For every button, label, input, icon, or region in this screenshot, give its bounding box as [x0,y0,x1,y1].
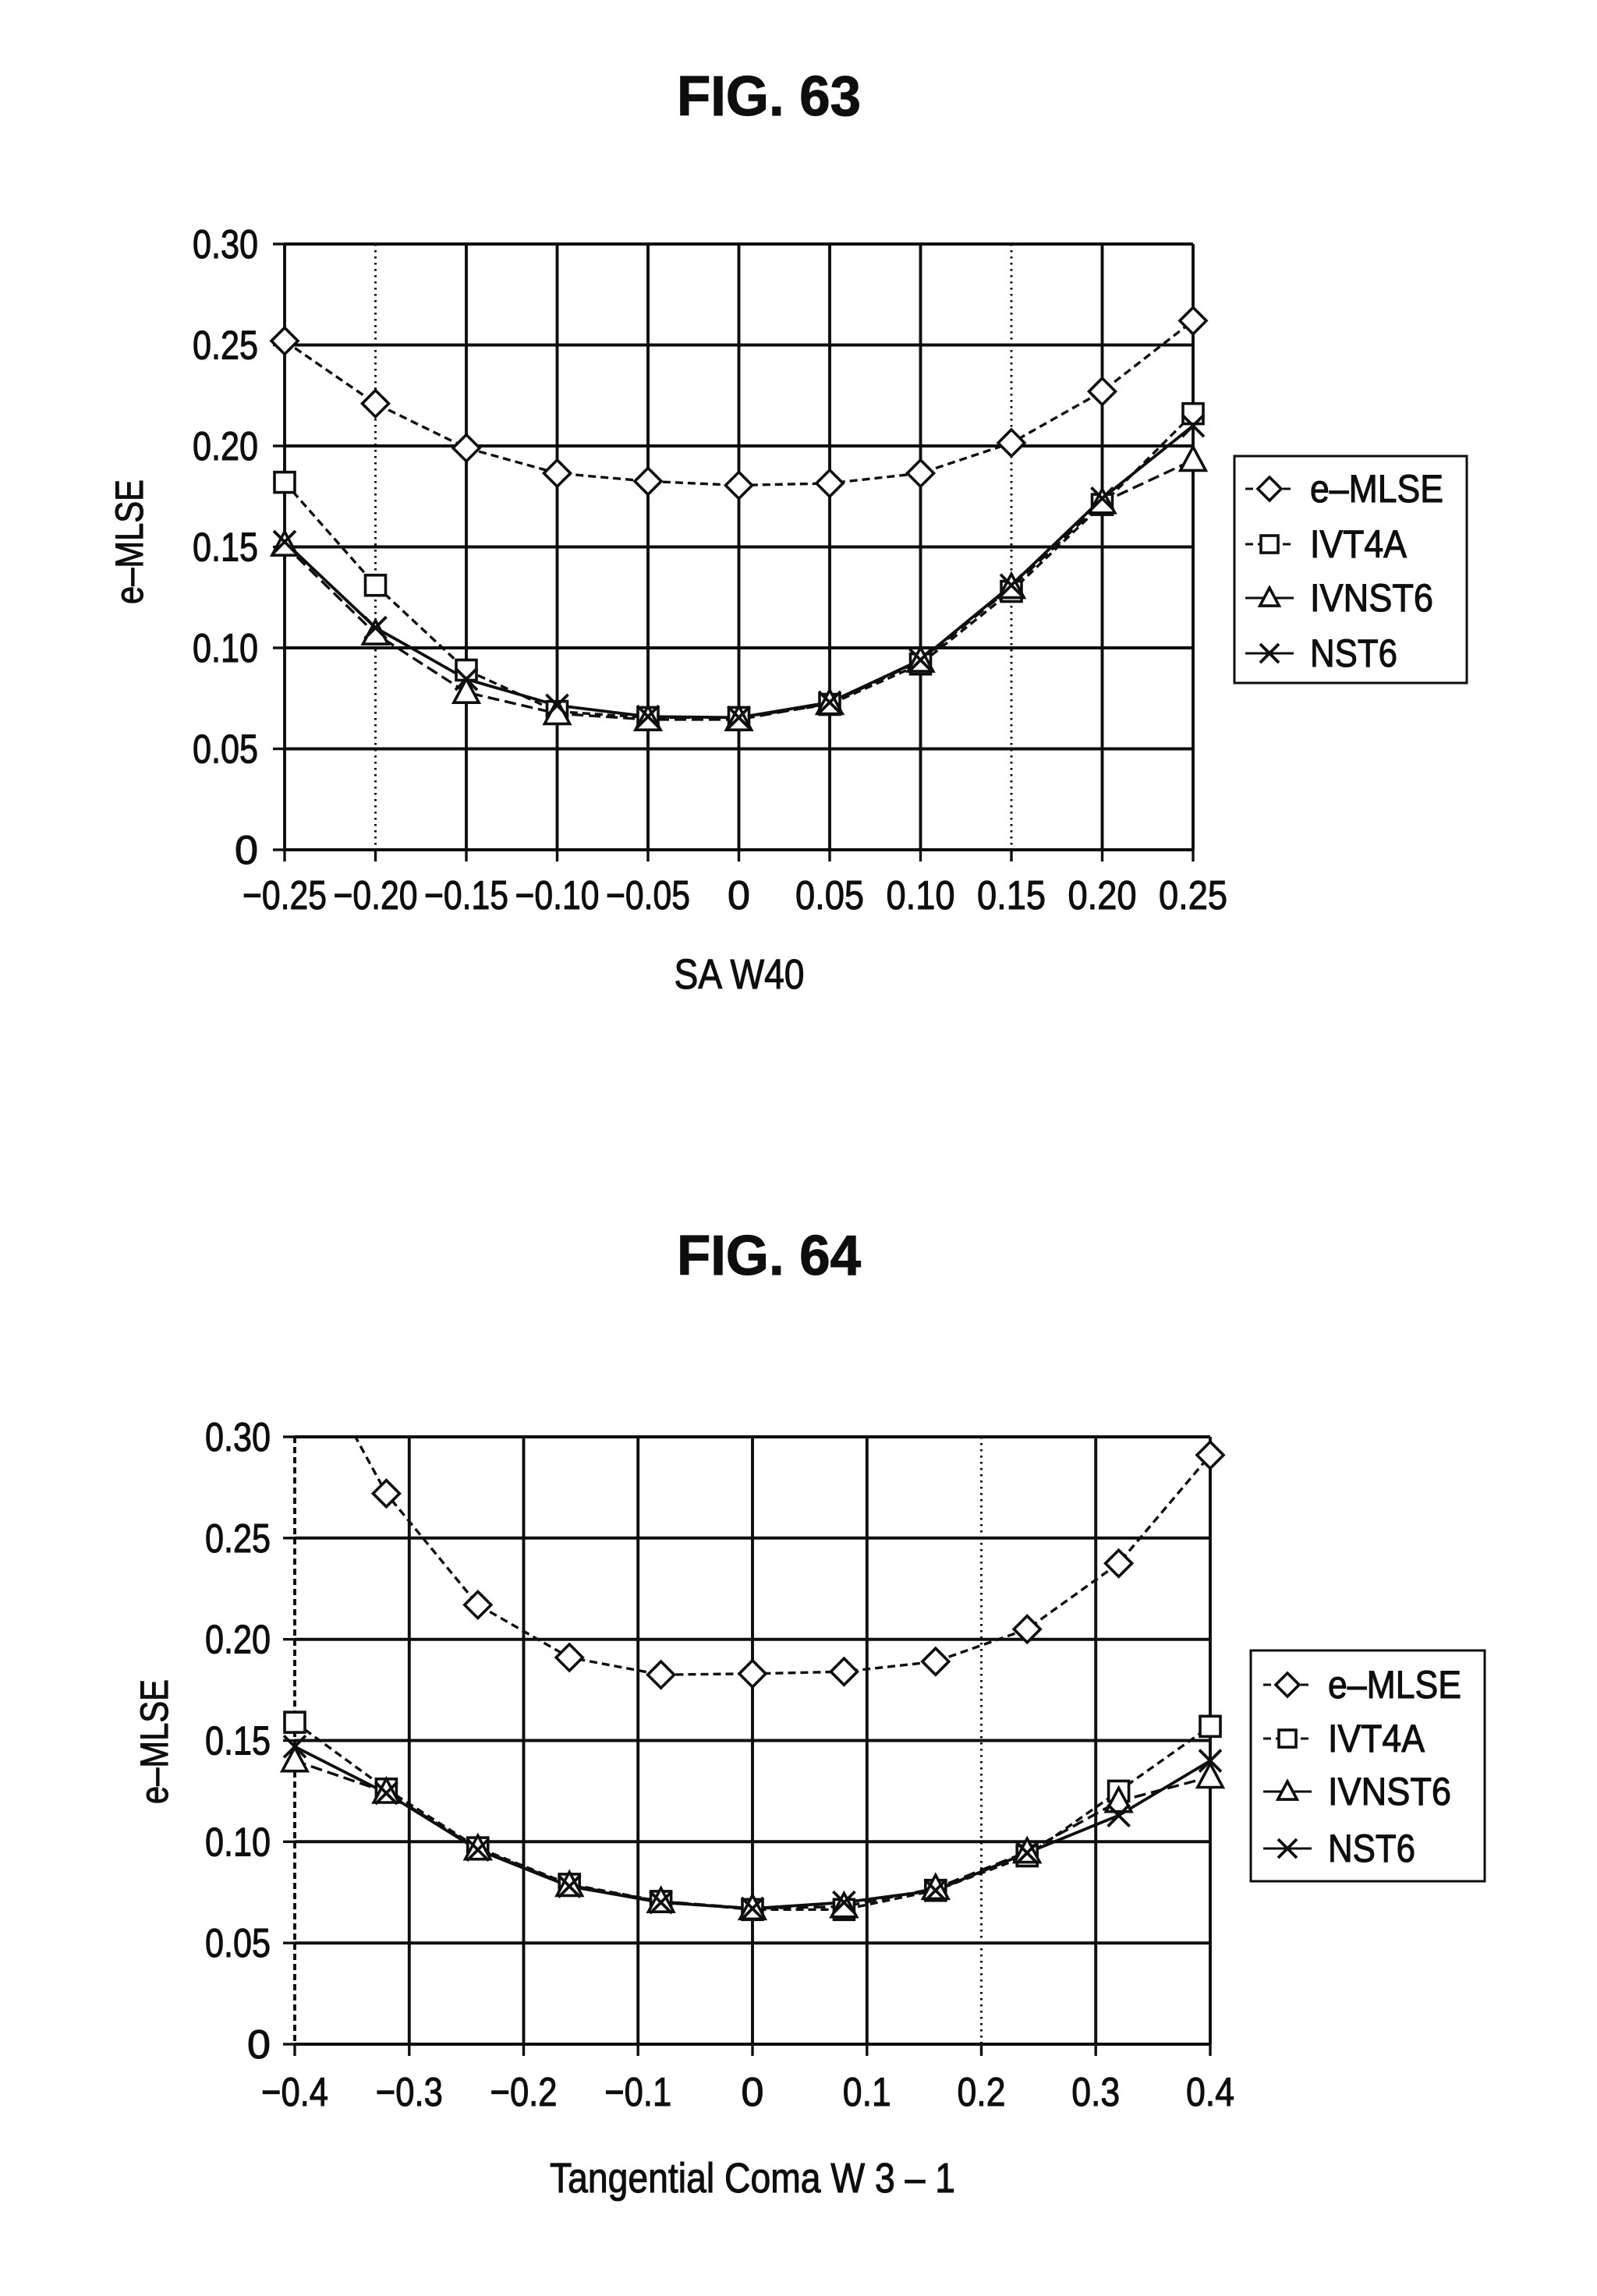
svg-text:0.3: 0.3 [1071,2070,1120,2115]
svg-text:−0.20: −0.20 [334,873,418,918]
svg-text:IVNST6: IVNST6 [1310,576,1433,620]
svg-text:FIG. 63: FIG. 63 [677,65,861,128]
svg-text:0.10: 0.10 [205,1820,271,1865]
svg-text:0.20: 0.20 [205,1618,271,1663]
svg-text:−0.4: −0.4 [261,2070,328,2115]
svg-text:IVT4A: IVT4A [1310,522,1408,566]
svg-text:e–MLSE: e–MLSE [1328,1663,1461,1707]
svg-text:0.4: 0.4 [1186,2070,1234,2115]
svg-text:0.05: 0.05 [193,727,258,773]
svg-text:e–MLSE: e–MLSE [108,479,151,604]
svg-text:IVT4A: IVT4A [1328,1717,1425,1760]
svg-text:−0.3: −0.3 [376,2070,443,2115]
svg-text:0.25: 0.25 [1159,873,1227,918]
svg-text:0.15: 0.15 [977,873,1046,918]
svg-text:0.25: 0.25 [193,324,258,369]
svg-text:0.1: 0.1 [843,2070,891,2115]
svg-text:0.2: 0.2 [958,2070,1006,2115]
svg-text:SA W40: SA W40 [675,951,805,998]
svg-text:0.20: 0.20 [1068,873,1137,918]
svg-text:−0.25: −0.25 [243,873,327,918]
svg-text:0.15: 0.15 [205,1719,271,1764]
svg-text:0.20: 0.20 [193,424,258,469]
svg-text:e–MLSE: e–MLSE [1310,467,1443,511]
svg-text:−0.10: −0.10 [515,873,600,918]
svg-text:0: 0 [235,828,258,873]
svg-text:−0.15: −0.15 [424,873,508,918]
svg-text:0: 0 [742,2070,764,2115]
svg-text:0.05: 0.05 [205,1921,271,1966]
svg-text:0.30: 0.30 [205,1415,271,1460]
svg-text:0.15: 0.15 [193,525,258,571]
svg-text:−0.05: −0.05 [606,873,690,918]
svg-text:e–MLSE: e–MLSE [133,1679,176,1804]
svg-text:0: 0 [728,873,750,918]
svg-text:0: 0 [247,2022,271,2068]
svg-text:0.25: 0.25 [205,1516,271,1562]
svg-text:NST6: NST6 [1328,1827,1415,1870]
svg-text:0.10: 0.10 [193,626,258,671]
svg-text:NST6: NST6 [1310,631,1397,675]
svg-text:0.30: 0.30 [193,222,258,267]
svg-text:FIG. 64: FIG. 64 [677,1225,861,1287]
svg-text:IVNST6: IVNST6 [1328,1770,1451,1813]
svg-text:0.10: 0.10 [887,873,955,918]
svg-text:−0.1: −0.1 [604,2070,671,2115]
svg-text:Tangential Coma W 3 – 1: Tangential Coma W 3 – 1 [550,2155,955,2202]
svg-text:0.05: 0.05 [795,873,864,918]
svg-text:−0.2: −0.2 [490,2070,558,2115]
